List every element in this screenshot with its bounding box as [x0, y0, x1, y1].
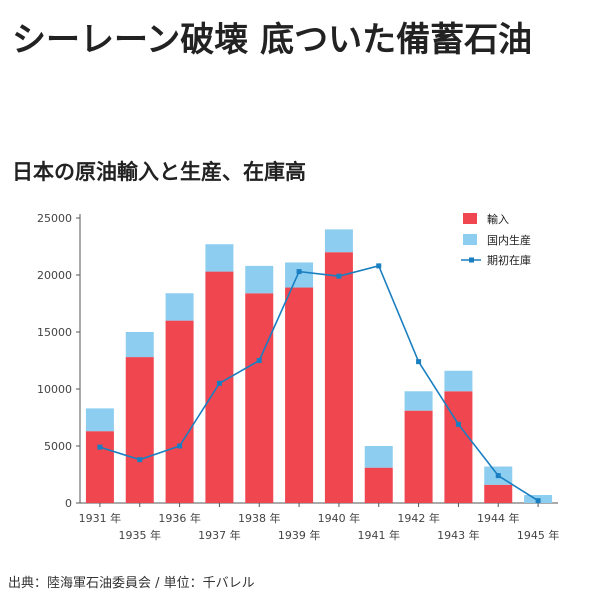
domestic-bar [364, 446, 393, 468]
import-bar [165, 320, 194, 503]
x-tick-label: 1941 年 [358, 528, 401, 542]
stock-point [495, 473, 501, 479]
domestic-bar [205, 244, 234, 272]
domestic-bar [125, 332, 154, 358]
stock-point [177, 443, 183, 449]
domestic-bar [285, 262, 314, 288]
legend-import-swatch [463, 213, 477, 224]
x-tick-label: 1935 年 [119, 528, 162, 542]
stock-point [535, 498, 541, 504]
legend-domestic-swatch [463, 234, 477, 245]
domestic-bar [404, 391, 433, 411]
stock-point [256, 358, 262, 363]
stock-point [296, 269, 302, 275]
import-bar [125, 357, 154, 503]
stock-line [99, 264, 539, 502]
stock-point [336, 273, 342, 279]
legend-stock-label: 期初在庫 [487, 253, 531, 267]
stock-point [97, 444, 103, 450]
x-tick-label: 1939 年 [278, 528, 321, 542]
y-tick-label: 25000 [37, 212, 72, 225]
stock-point [416, 359, 422, 365]
y-tick-label: 0 [65, 497, 72, 510]
domestic-bar [444, 370, 473, 392]
import-bar [364, 467, 393, 503]
x-tick-label: 1937 年 [198, 528, 241, 542]
domestic-bar [245, 265, 274, 294]
x-tick-label: 1942 年 [397, 511, 440, 525]
domestic-bar [165, 293, 194, 321]
domestic-bar [85, 408, 114, 432]
y-tick-label: 15000 [37, 326, 72, 339]
y-tick-label: 10000 [37, 383, 72, 396]
import-bar [404, 410, 433, 503]
stock-point [376, 263, 382, 269]
y-tick-label: 5000 [44, 440, 72, 453]
import-bar [205, 271, 234, 503]
x-tick-label: 1945 年 [517, 528, 560, 542]
legend-import-label: 輸入 [487, 212, 509, 226]
stock-point [216, 380, 222, 386]
x-tick-label: 1938 年 [238, 511, 281, 525]
legend-stock-marker [469, 257, 474, 263]
import-bar [324, 252, 353, 503]
import-bar [285, 287, 314, 503]
source-note: 出典：陸海軍石油委員会 / 単位：千バレル [8, 576, 255, 591]
legend-domestic-label: 国内生産 [487, 233, 531, 247]
x-tick-label: 1943 年 [437, 528, 480, 542]
import-bar [245, 293, 274, 503]
stock-point [455, 421, 461, 427]
x-tick-label: 1940 年 [318, 511, 361, 525]
x-tick-label: 1931 年 [79, 511, 122, 525]
stock-point [137, 457, 143, 463]
headline: シーレーン破壊 底ついた備蓄石油 [12, 20, 533, 60]
y-tick-label: 20000 [37, 269, 72, 282]
chart-title: 日本の原油輸入と生産、在庫高 [12, 160, 306, 184]
domestic-bar [324, 229, 353, 253]
x-tick-label: 1936 年 [158, 511, 201, 525]
import-bar [85, 431, 114, 503]
import-bar [484, 484, 513, 503]
x-tick-label: 1944 年 [477, 511, 520, 525]
